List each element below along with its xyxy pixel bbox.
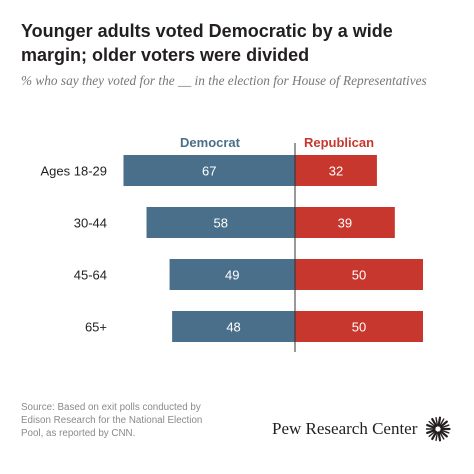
data-label-republican: 50 — [352, 268, 366, 283]
data-label-republican: 39 — [338, 216, 352, 231]
bar-democrat — [123, 155, 295, 186]
data-label-republican: 32 — [329, 164, 343, 179]
legend-republican: Republican — [304, 135, 374, 150]
pew-sunburst-icon — [425, 416, 451, 442]
bar-republican — [295, 259, 423, 290]
bar-republican — [295, 207, 395, 238]
bar-republican — [295, 155, 377, 186]
chart-subtitle: % who say they voted for the __ in the e… — [21, 73, 427, 88]
legend-democrat: Democrat — [180, 135, 241, 150]
category-label: 30-44 — [74, 216, 107, 231]
bar-democrat — [169, 259, 295, 290]
chart-title: Younger adults voted Democratic by a wid… — [21, 21, 393, 65]
brand-name: Pew Research Center — [272, 419, 418, 438]
category-label: 45-64 — [74, 268, 107, 283]
bar-democrat — [146, 207, 295, 238]
source-note: Source: Based on exit polls conducted by… — [21, 402, 203, 439]
bar-republican — [295, 311, 423, 342]
data-label-democrat: 67 — [202, 164, 216, 179]
bar-democrat — [172, 311, 295, 342]
category-label: 65+ — [85, 320, 107, 335]
data-label-democrat: 58 — [214, 216, 228, 231]
category-label: Ages 18-29 — [41, 164, 108, 179]
data-label-democrat: 48 — [226, 320, 240, 335]
data-label-republican: 50 — [352, 320, 366, 335]
data-label-democrat: 49 — [225, 268, 239, 283]
